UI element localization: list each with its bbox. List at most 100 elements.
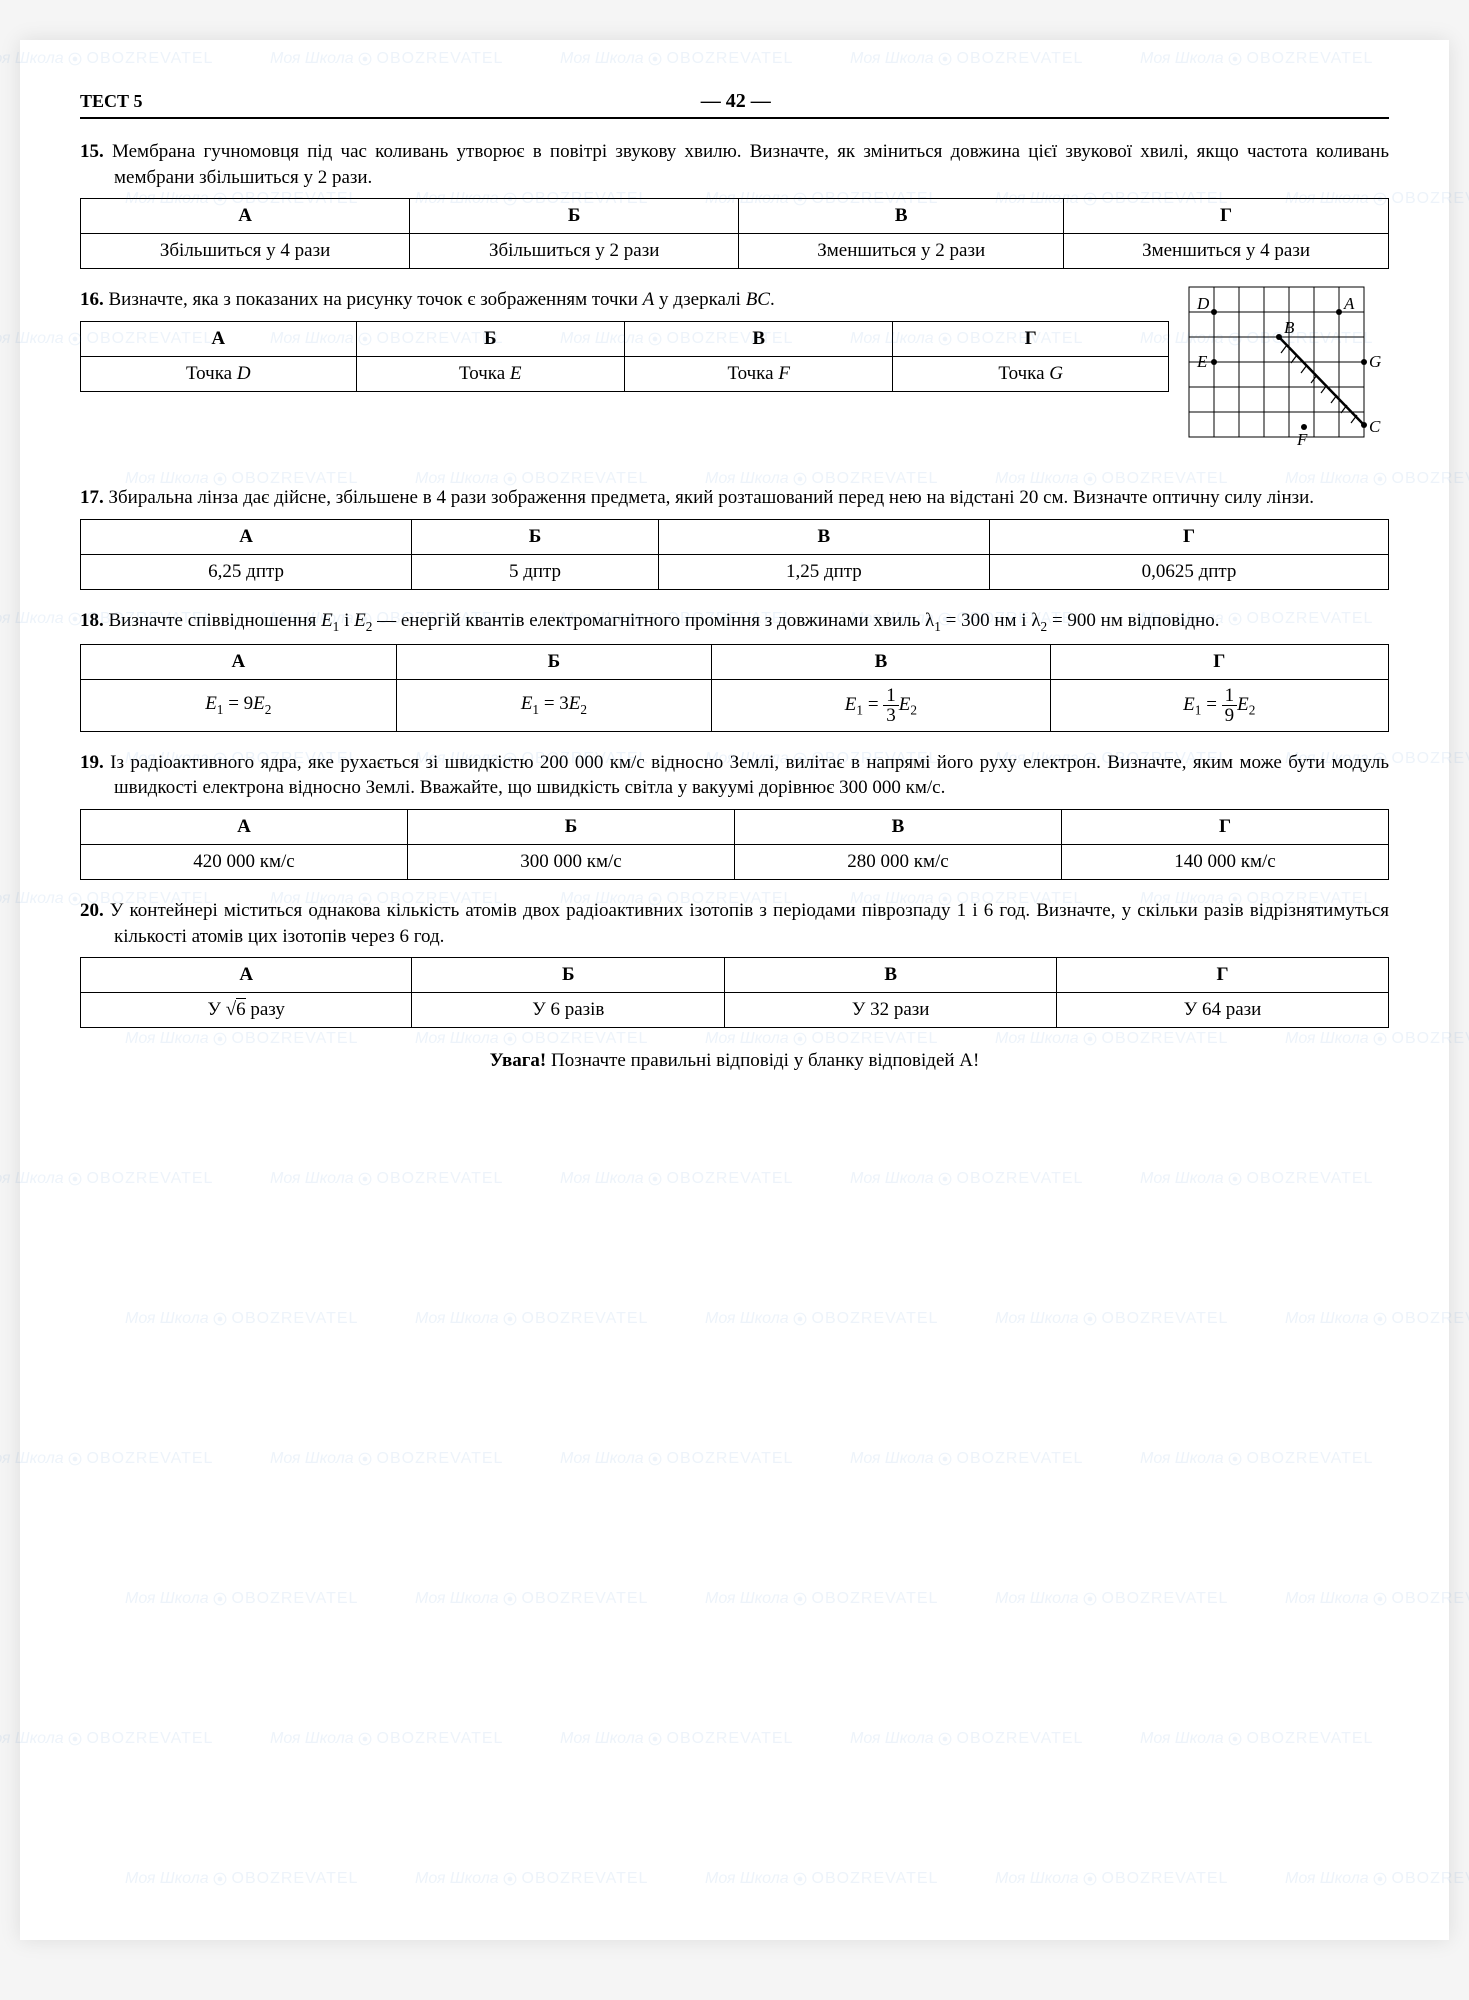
mirror-diagram: D A E B G F C	[1179, 277, 1389, 467]
question-number: 20.	[80, 900, 104, 921]
col-header: Г	[1064, 199, 1389, 234]
question-number: 19.	[80, 752, 104, 773]
footer-note: Увага! Позначте правильні відповіді у бл…	[80, 1050, 1389, 1072]
option-cell: E1 = 13E2	[712, 679, 1050, 731]
table-row: А Б В Г	[81, 958, 1389, 993]
question-19: 19. Із радіоактивного ядра, яке рухаєтьс…	[80, 750, 1389, 880]
page-header: ТЕСТ 5 42	[80, 90, 1389, 119]
answer-table: А Б В Г 420 000 км/с 300 000 км/с 280 00…	[80, 809, 1389, 880]
question-18: 18. Визначте співвідношення E1 і E2 — ен…	[80, 608, 1389, 732]
svg-text:G: G	[1369, 352, 1381, 371]
answer-table: А Б В Г E1 = 9E2 E1 = 3E2 E1 = 13E2 E1 =…	[80, 644, 1389, 732]
table-row: У √6 разу У 6 разів У 32 рази У 64 рази	[81, 993, 1389, 1028]
col-header: А	[81, 519, 412, 554]
question-15: 15. Мембрана гучномовця під час коливань…	[80, 139, 1389, 269]
question-16: 16. Визначте, яка з показаних на рисунку…	[80, 287, 1389, 467]
table-row: E1 = 9E2 E1 = 3E2 E1 = 13E2 E1 = 19E2	[81, 679, 1389, 731]
option-cell: 280 000 км/с	[735, 844, 1062, 879]
option-cell: 0,0625 дптр	[990, 554, 1389, 589]
page: ТЕСТ 5 42 15. Мембрана гучномовця під ча…	[20, 40, 1449, 1940]
col-header: Б	[412, 958, 725, 993]
col-header: Г	[990, 519, 1389, 554]
col-header: Б	[408, 809, 735, 844]
answer-table: А Б В Г Збільшиться у 4 рази Збільшиться…	[80, 198, 1389, 269]
col-header: А	[81, 321, 357, 356]
question-text: 15. Мембрана гучномовця під час коливань…	[80, 139, 1389, 190]
answer-table: А Б В Г 6,25 дптр 5 дптр 1,25 дптр 0,062…	[80, 519, 1389, 590]
question-body: У контейнері міститься однакова кількіст…	[110, 900, 1389, 947]
col-header: Б	[356, 321, 624, 356]
svg-text:F: F	[1296, 430, 1308, 449]
question-number: 16.	[80, 289, 104, 310]
table-row: А Б В Г	[81, 321, 1169, 356]
col-header: В	[624, 321, 892, 356]
option-cell: 140 000 км/с	[1062, 844, 1389, 879]
option-cell: E1 = 3E2	[396, 679, 712, 731]
col-header: А	[81, 644, 397, 679]
question-body: Визначте співвідношення E1 і E2 — енергі…	[109, 610, 1220, 631]
col-header: А	[81, 199, 410, 234]
col-header: А	[81, 809, 408, 844]
footer-bold: Увага!	[490, 1050, 547, 1071]
table-row: 420 000 км/с 300 000 км/с 280 000 км/с 1…	[81, 844, 1389, 879]
option-cell: Точка G	[893, 356, 1169, 391]
question-text: 19. Із радіоактивного ядра, яке рухаєтьс…	[80, 750, 1389, 801]
option-cell: E1 = 19E2	[1050, 679, 1388, 731]
test-label: ТЕСТ 5	[80, 91, 143, 112]
option-cell: 6,25 дптр	[81, 554, 412, 589]
table-row: А Б В Г	[81, 519, 1389, 554]
table-row: А Б В Г	[81, 809, 1389, 844]
col-header: В	[658, 519, 989, 554]
question-number: 17.	[80, 487, 104, 508]
question-text: 18. Визначте співвідношення E1 і E2 — ен…	[80, 608, 1389, 636]
option-cell: Точка E	[356, 356, 624, 391]
table-row: 6,25 дптр 5 дптр 1,25 дптр 0,0625 дптр	[81, 554, 1389, 589]
option-cell: Точка D	[81, 356, 357, 391]
svg-text:D: D	[1196, 294, 1210, 313]
question-body: Із радіоактивного ядра, яке рухається зі…	[110, 752, 1389, 799]
question-body: Збиральна лінза дає дійсне, збільшене в …	[109, 487, 1315, 508]
question-body: Мембрана гучномовця під час коливань утв…	[112, 141, 1389, 188]
option-cell: 300 000 км/с	[408, 844, 735, 879]
option-cell: У 64 рази	[1057, 993, 1389, 1028]
option-cell: Збільшиться у 4 рази	[81, 234, 410, 269]
option-cell: Збільшиться у 2 рази	[410, 234, 739, 269]
col-header: Б	[396, 644, 712, 679]
question-text: 17. Збиральна лінза дає дійсне, збільшен…	[80, 485, 1389, 511]
table-row: А Б В Г	[81, 199, 1389, 234]
answer-table: А Б В Г У √6 разу У 6 разів У 32 рази У …	[80, 957, 1389, 1028]
footer-text: Позначте правильні відповіді у бланку ві…	[546, 1050, 979, 1071]
option-cell: У √6 разу	[81, 993, 412, 1028]
question-20: 20. У контейнері міститься однакова кіль…	[80, 898, 1389, 1028]
question-17: 17. Збиральна лінза дає дійсне, збільшен…	[80, 485, 1389, 590]
svg-text:B: B	[1284, 318, 1295, 337]
answer-table: А Б В Г Точка D Точка E Точка F Точка G	[80, 321, 1169, 392]
col-header: Г	[1050, 644, 1388, 679]
option-cell: Зменшиться у 4 рази	[1064, 234, 1389, 269]
col-header: В	[739, 199, 1064, 234]
option-cell: У 6 разів	[412, 993, 725, 1028]
option-cell: 420 000 км/с	[81, 844, 408, 879]
option-cell: 5 дптр	[412, 554, 659, 589]
question-number: 15.	[80, 141, 104, 162]
question-text: 20. У контейнері міститься однакова кіль…	[80, 898, 1389, 949]
table-row: А Б В Г	[81, 644, 1389, 679]
col-header: Г	[893, 321, 1169, 356]
svg-text:C: C	[1369, 417, 1381, 436]
option-cell: У 32 рази	[725, 993, 1057, 1028]
col-header: А	[81, 958, 412, 993]
col-header: В	[735, 809, 1062, 844]
page-number: 42	[701, 90, 771, 113]
svg-text:A: A	[1343, 294, 1355, 313]
col-header: В	[725, 958, 1057, 993]
option-cell: E1 = 9E2	[81, 679, 397, 731]
col-header: Б	[412, 519, 659, 554]
col-header: В	[712, 644, 1050, 679]
svg-text:E: E	[1196, 352, 1208, 371]
question-number: 18.	[80, 610, 104, 631]
table-row: Точка D Точка E Точка F Точка G	[81, 356, 1169, 391]
table-row: Збільшиться у 4 рази Збільшиться у 2 раз…	[81, 234, 1389, 269]
option-cell: Точка F	[624, 356, 892, 391]
question-body: Визначте, яка з показаних на рисунку точ…	[109, 289, 775, 310]
option-cell: Зменшиться у 2 рази	[739, 234, 1064, 269]
